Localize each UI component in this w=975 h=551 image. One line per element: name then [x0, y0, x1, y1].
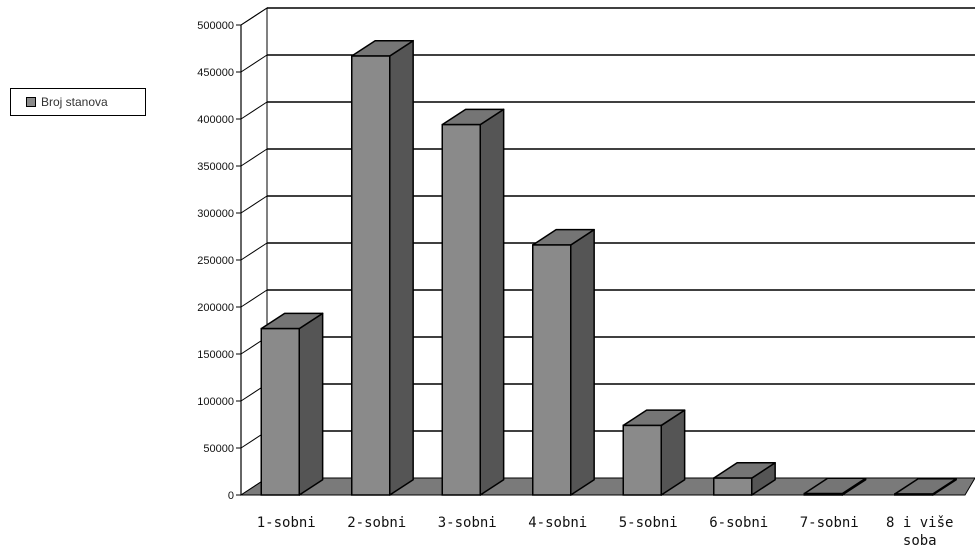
bar-front — [260, 327, 300, 496]
gridline-side — [240, 289, 268, 308]
x-tick-label: 3-sobni — [438, 515, 497, 531]
y-tick-label: 100000 — [197, 396, 234, 408]
x-tick-label: 5-sobni — [619, 515, 678, 531]
gridline-side — [240, 101, 268, 120]
bar — [713, 462, 776, 496]
y-tick-label: 50000 — [203, 443, 234, 455]
bar-front — [351, 55, 391, 496]
bar-side — [389, 39, 414, 496]
bar-front — [894, 493, 934, 496]
legend: Broj stanova — [10, 88, 146, 116]
legend-label: Broj stanova — [41, 95, 108, 109]
bar — [803, 477, 867, 496]
bar — [894, 478, 957, 496]
gridline-side — [240, 7, 268, 26]
bar — [532, 228, 595, 496]
y-tick-label: 350000 — [197, 161, 234, 173]
gridline-side — [240, 195, 268, 214]
y-tick-label: 500000 — [197, 20, 234, 32]
y-axis — [236, 24, 242, 496]
x-tick-label: 1-sobni — [257, 515, 316, 531]
bar-side — [570, 228, 595, 496]
x-tick-label: 2-sobni — [347, 515, 406, 531]
y-tick-label: 450000 — [197, 67, 234, 79]
x-tick-label: 6-sobni — [709, 515, 768, 531]
bar-front — [622, 424, 662, 496]
y-tick-label: 200000 — [197, 302, 234, 314]
bars — [260, 39, 957, 496]
y-tick-label: 250000 — [197, 255, 234, 267]
x-tick-labels: 1-sobni 2-sobni 3-sobni 4-sobni 5-sobni 6-sob… — [257, 515, 954, 549]
y-tick-labels: 0 50000 100000 150000 200000 250000 300000 3500… — [197, 20, 234, 502]
x-tick-label: 8 i više soba — [886, 515, 953, 549]
y-tick-label: 300000 — [197, 208, 234, 220]
y-tick-label: 150000 — [197, 349, 234, 361]
bar — [441, 108, 505, 496]
bar-side — [298, 312, 324, 496]
bar — [622, 409, 686, 496]
gridline-side — [240, 242, 268, 261]
legend-swatch — [26, 97, 36, 107]
bar-side — [479, 108, 505, 496]
bar-front — [532, 244, 572, 496]
x-tick-label: 7-sobni — [800, 515, 859, 531]
bar — [351, 39, 414, 496]
y-tick-label: 0 — [228, 490, 234, 502]
bar-front — [441, 123, 481, 496]
y-tick-label: 400000 — [197, 114, 234, 126]
bar-front — [713, 477, 753, 496]
gridline-side — [240, 148, 268, 167]
bar-front — [803, 492, 843, 496]
gridline-side — [240, 54, 268, 73]
x-tick-label: 4-sobni — [528, 515, 587, 531]
bar — [260, 312, 324, 496]
